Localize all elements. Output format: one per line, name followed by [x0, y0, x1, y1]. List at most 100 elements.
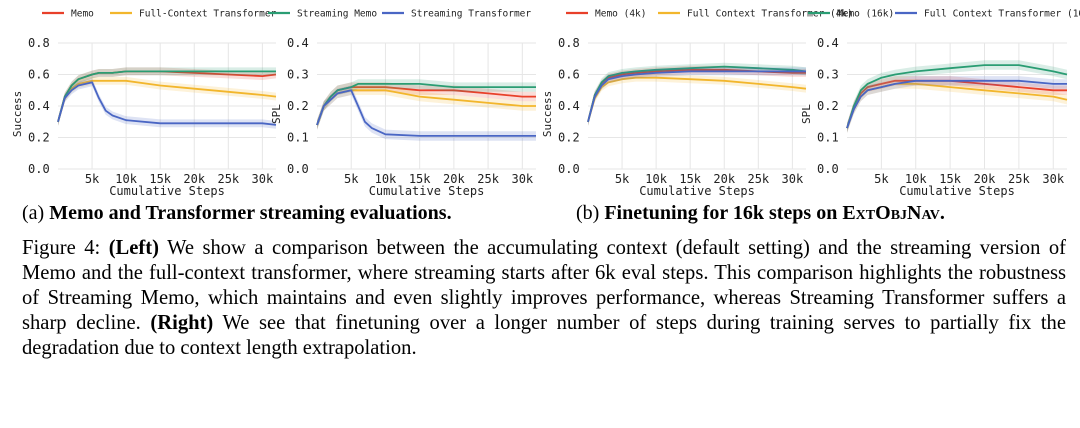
y-tick-label: 0.6: [28, 68, 50, 82]
subcaption-right-period: .: [939, 202, 945, 224]
x-axis-title: Cumulative Steps: [109, 184, 225, 198]
x-tick-label: 30k: [782, 172, 804, 186]
subcaption-left: (a) Memo and Transformer streaming evalu…: [22, 202, 452, 225]
x-tick-label: 5k: [344, 172, 359, 186]
x-tick-label: 10k: [645, 172, 667, 186]
right-legend-label-1: Full Context Transformer (4k): [687, 9, 853, 20]
y-tick-label: 0.6: [558, 68, 580, 82]
x-tick-label: 5k: [874, 172, 889, 186]
chart-panel-1: 0.0 0.2 0.4 0.6 0.8 5k 10k 15k 20k 25k 30k Cumulati…: [11, 36, 277, 198]
y-tick-label: 0.3: [287, 68, 309, 82]
chart-panel-2: 0.0 0.1 0.2 0.3 0.4 5k 10k 15k 20k 25k 30k Cumulati…: [270, 36, 536, 198]
y-tick-label: 0.4: [558, 99, 580, 113]
y-tick-label: 0.4: [28, 99, 50, 113]
x-tick-label: 15k: [409, 172, 431, 186]
chart-panel-4: 0.0 0.1 0.2 0.3 0.4 5k 10k 15k 20k 25k 30k Cumulati…: [800, 36, 1068, 198]
x-tick-label: 20k: [443, 172, 465, 186]
subcaption-right-label: (b): [576, 202, 600, 224]
x-tick-label: 15k: [939, 172, 961, 186]
left-legend-item-1: Full-Context Transformer: [110, 9, 277, 20]
series-band: [317, 82, 536, 130]
caption-right-tag: (Right): [150, 312, 214, 334]
y-axis-title: SPL: [270, 104, 283, 124]
y-tick-label: 0.0: [287, 162, 309, 176]
y-tick-label: 0.2: [28, 131, 50, 145]
y-tick-label: 0.0: [817, 162, 839, 176]
figure-caption: Figure 4: (Left) We show a comparison be…: [22, 236, 1066, 361]
x-tick-label: 30k: [1042, 172, 1064, 186]
x-tick-label: 25k: [477, 172, 499, 186]
series-3: [57, 67, 276, 126]
series-line: [587, 65, 807, 123]
series-band: [58, 67, 276, 126]
series-4: [57, 78, 277, 129]
series-line: [57, 70, 276, 123]
right-legend-item-3: Full Context Transformer (16k): [895, 9, 1080, 20]
figure-panels: Memo Full-Context Transformer Streaming Me…: [11, 9, 1080, 199]
x-axis-title: Cumulative Steps: [639, 184, 755, 198]
series-3: [316, 79, 536, 130]
x-tick-label: 25k: [1008, 172, 1030, 186]
series-band: [588, 67, 806, 126]
y-tick-label: 0.2: [287, 99, 309, 113]
y-tick-label: 0.1: [287, 131, 309, 145]
y-axis-title: SPL: [800, 104, 813, 124]
right-legend-item-1: Full Context Transformer (4k): [658, 9, 853, 20]
y-tick-label: 0.4: [287, 36, 309, 50]
subcaption-right-title: Finetuning for 16k steps on: [604, 202, 838, 224]
x-tick-label: 25k: [217, 172, 239, 186]
y-axis-title: Success: [11, 91, 24, 137]
y-tick-label: 0.1: [817, 131, 839, 145]
series-4: [587, 67, 806, 126]
x-tick-label: 25k: [747, 172, 769, 186]
series-3: [846, 60, 1068, 133]
subcaption-right: (b) Finetuning for 16k steps on ExtObjNa…: [576, 202, 945, 225]
subcaption-left-label: (a): [22, 202, 45, 224]
x-axis-title: Cumulative Steps: [369, 184, 485, 198]
series-band: [588, 73, 806, 126]
series-3: [587, 62, 807, 126]
series-band: [58, 76, 276, 126]
x-tick-label: 15k: [679, 172, 701, 186]
caption-left-tag: (Left): [108, 237, 159, 259]
right-legend-label-2: Memo (16k): [837, 9, 894, 20]
left-legend-item-0: Memo: [42, 9, 94, 20]
x-tick-label: 5k: [615, 172, 630, 186]
right-legend-item-2: Memo (16k): [808, 9, 894, 20]
x-tick-label: 5k: [85, 172, 100, 186]
caption-figure-label: Figure 4:: [22, 237, 101, 259]
x-tick-label: 20k: [974, 172, 996, 186]
series-band: [58, 67, 276, 126]
left-legend-item-2: Streaming Memo: [268, 9, 377, 20]
x-tick-label: 10k: [115, 172, 137, 186]
y-tick-label: 0.4: [817, 36, 839, 50]
y-tick-label: 0.8: [28, 36, 50, 50]
x-tick-label: 10k: [375, 172, 397, 186]
caption-left-text: We show a comparison between the accumul…: [22, 237, 1066, 334]
series-line: [846, 79, 1067, 129]
series-line: [316, 89, 536, 137]
x-tick-label: 20k: [713, 172, 735, 186]
dataset-name: ExtObjNav: [842, 202, 940, 224]
series-2: [57, 76, 277, 126]
y-tick-label: 0.3: [817, 68, 839, 82]
right-legend-label-0: Memo (4k): [595, 9, 646, 20]
left-legend-label-1: Full-Context Transformer: [139, 9, 277, 20]
y-axis-title: Success: [541, 91, 554, 137]
series-line: [316, 83, 536, 126]
x-tick-label: 20k: [183, 172, 205, 186]
series-band: [847, 76, 1067, 133]
series-band: [847, 76, 1067, 133]
series-2: [587, 73, 807, 126]
right-legend-label-3: Full Context Transformer (16k): [924, 9, 1080, 20]
series-4: [846, 76, 1067, 133]
series-line: [587, 70, 806, 123]
series-line: [846, 64, 1068, 129]
caption-right-text: We see that finetuning over a longer num…: [22, 312, 1066, 359]
y-tick-label: 0.2: [558, 131, 580, 145]
y-tick-label: 0.0: [28, 162, 50, 176]
series-line: [57, 81, 277, 126]
left-legend-label-2: Streaming Memo: [297, 9, 377, 20]
series-band: [847, 60, 1067, 133]
x-axis-title: Cumulative Steps: [899, 184, 1015, 198]
